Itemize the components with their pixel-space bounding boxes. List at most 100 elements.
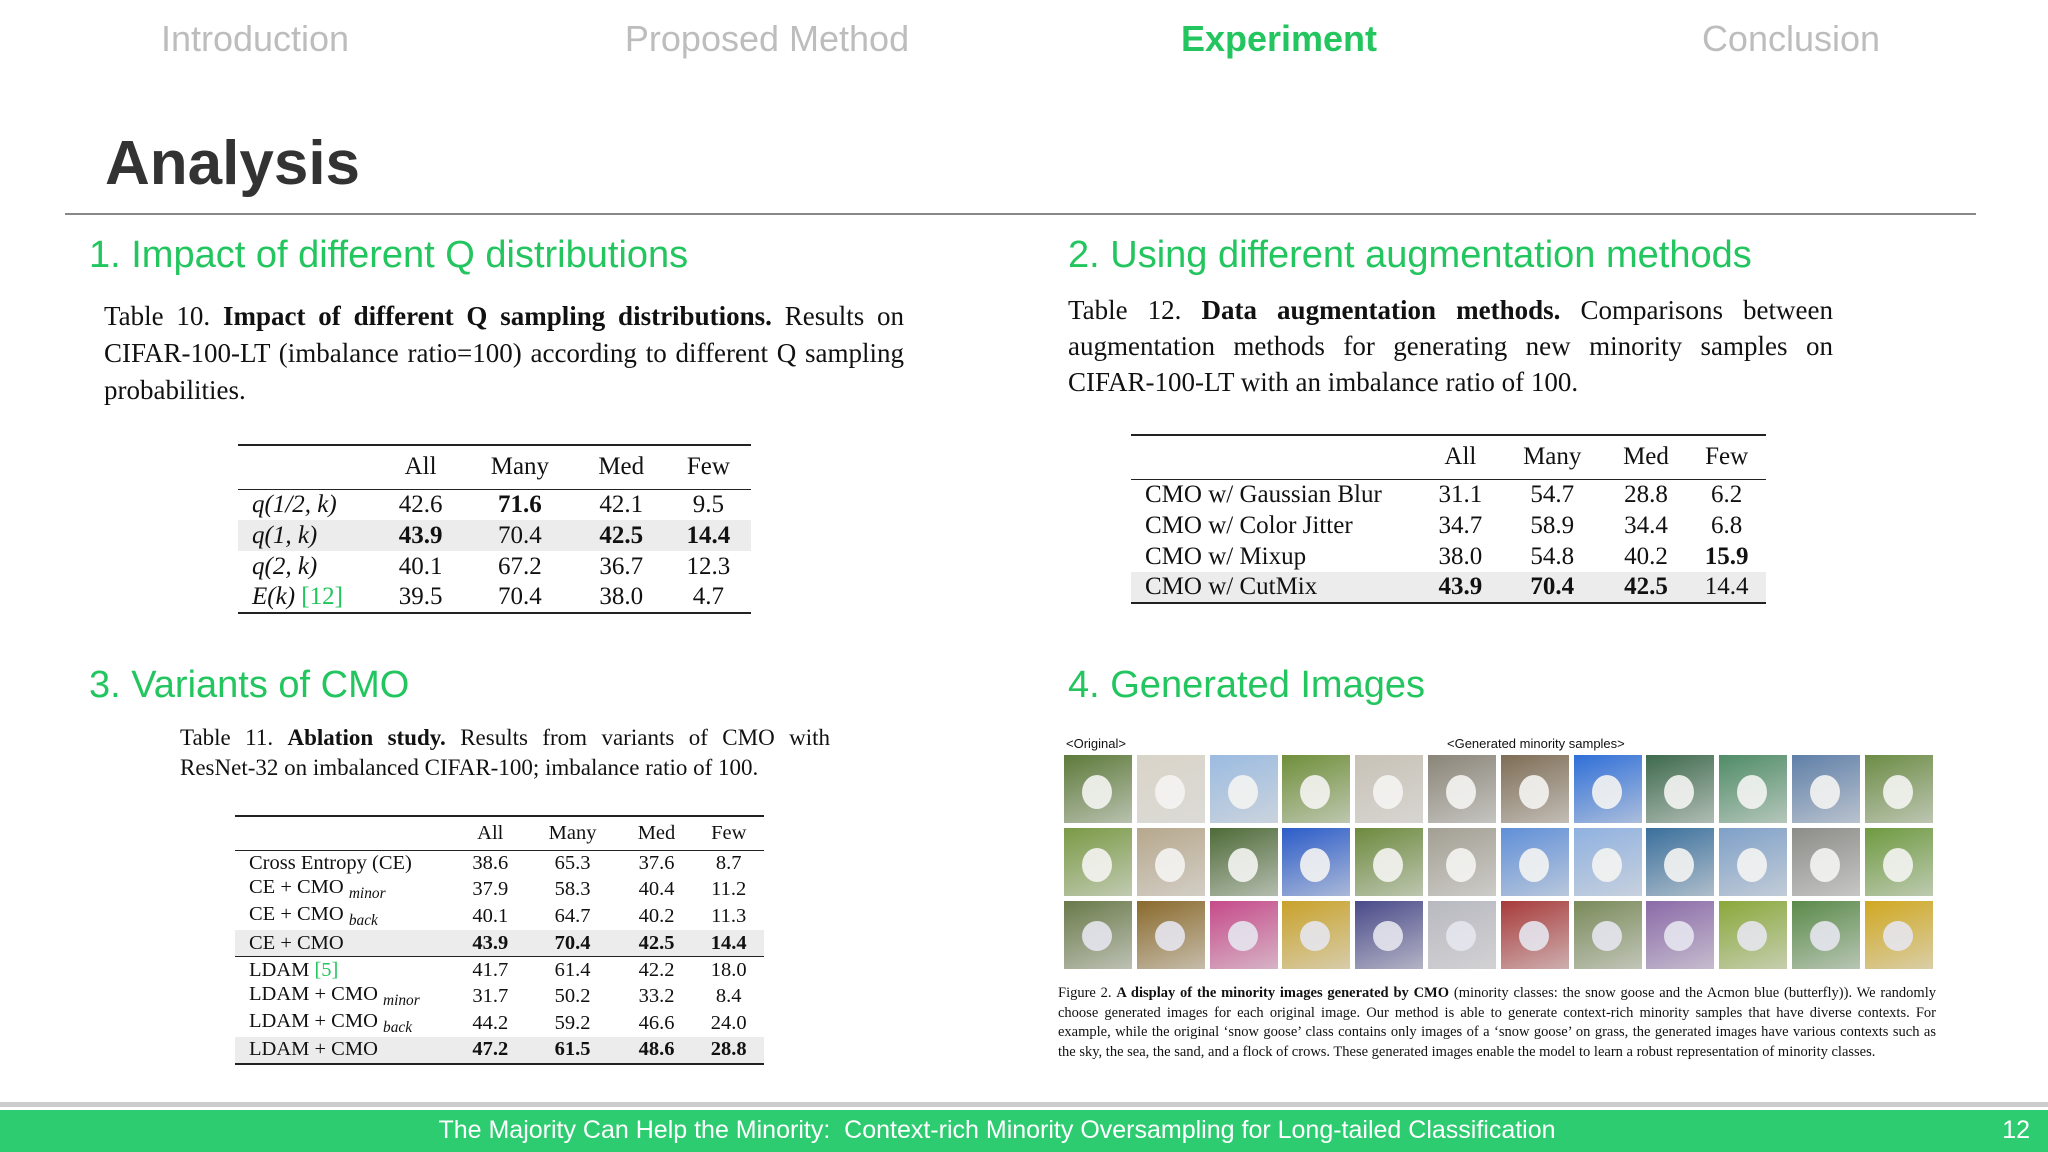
row-name: CE + CMO back [235, 903, 455, 930]
row-label: CE + CMO [249, 876, 344, 899]
image-subject [1373, 775, 1404, 809]
image-subject [1737, 848, 1768, 882]
table-cell: 6.8 [1710, 511, 1743, 539]
row-name: E(k) [12] [238, 582, 378, 613]
table-cell: 41.7 [472, 958, 509, 981]
table-cell: 14.4 [686, 521, 731, 549]
image [1209, 755, 1278, 823]
image-subject [1373, 921, 1404, 951]
table-cell: 71.6 [498, 490, 542, 518]
table-cell: 28.8 [1624, 480, 1668, 508]
table-cell: 31.7 [472, 985, 509, 1008]
table-cell: 47.2 [472, 1038, 509, 1061]
row-name: LDAM + CMO back [235, 1010, 455, 1037]
image [1573, 755, 1642, 823]
table-cell: 43.9 [398, 521, 443, 549]
image [1573, 901, 1642, 969]
image-subject [1082, 775, 1112, 809]
row-subscript: minor [383, 992, 420, 1010]
table-cell: 40.1 [472, 905, 509, 928]
row-subscript: back [348, 912, 378, 930]
image [1136, 901, 1205, 969]
image [1282, 828, 1351, 896]
image-subject [1082, 848, 1112, 882]
image-subject [1810, 848, 1840, 882]
table-cell: 11.2 [711, 878, 747, 901]
table-cell: 12.3 [686, 552, 731, 580]
table-row: LDAM + CMO back 44.2 59.2 46.6 24.0 [235, 1010, 764, 1037]
image-subject [1810, 921, 1840, 951]
header-cell: Few [711, 821, 747, 844]
image-subject [1591, 775, 1622, 809]
footer-bar: The Majority Can Help the Minority: Cont… [0, 1110, 2048, 1152]
caption-bold: Impact of different Q sampling distribut… [222, 301, 772, 331]
image-subject [1664, 775, 1695, 809]
row-label: CMO w/ Mixup [1145, 542, 1307, 570]
image [1209, 901, 1278, 969]
table-cell: 4.7 [692, 583, 725, 610]
header-cell: Many [1523, 443, 1582, 471]
image-subject [1737, 775, 1768, 809]
image [1428, 828, 1496, 896]
table: All Many Med Few CMO w/ Gaussian Blur 31.1 54.… [1131, 434, 1766, 604]
image [1500, 828, 1569, 896]
row-name: CE + CMO minor [235, 876, 455, 903]
image-subject [1882, 775, 1913, 809]
table-row: LDAM [5] 41.7 61.4 42.2 18.0 [235, 957, 764, 983]
image-subject [1300, 775, 1331, 809]
header-row: All Many Med Few [1131, 435, 1766, 479]
image-subject [1300, 848, 1331, 882]
header-row: All Many Med Few [238, 445, 751, 489]
header-cell [1131, 435, 1421, 479]
nav-item: Experiment [1180, 18, 1378, 59]
image [1428, 901, 1496, 969]
row-label: Cross Entropy (CE) [249, 851, 412, 874]
image [1719, 901, 1788, 969]
image [1573, 828, 1642, 896]
caption-text: (minority classes: the snow goose and th… [1058, 985, 1936, 1060]
table-row: LDAM + CMO minor 31.7 50.2 33.2 8.4 [235, 983, 764, 1010]
row-name: CMO w/ Color Jitter [1131, 510, 1421, 541]
row-subscript: back [383, 1019, 413, 1037]
image-subject [1446, 848, 1476, 882]
row-label: q(1, k) [252, 521, 318, 549]
table-cell: 42.1 [599, 490, 644, 518]
image [1792, 755, 1860, 823]
row-label: CE + CMO [249, 903, 344, 926]
row-ref: [5] [314, 958, 339, 981]
row-label: LDAM + CMO [249, 983, 378, 1006]
image [1355, 755, 1424, 823]
image-subject [1591, 921, 1622, 951]
table-cell: 54.7 [1530, 480, 1575, 508]
table-row: CE + CMO 43.9 70.4 42.5 14.4 [235, 930, 764, 957]
table-cell: 61.5 [554, 1038, 591, 1061]
table-row: Cross Entropy (CE) 38.6 65.3 37.6 8.7 [235, 850, 764, 876]
header-cell: Med [598, 453, 645, 481]
table-cell: 54.8 [1530, 542, 1575, 570]
table-cell: 38.0 [1438, 542, 1483, 570]
nav-item: Introduction [160, 18, 350, 59]
header-row: All Many Med Few [235, 816, 764, 850]
header-cell: Many [548, 821, 597, 844]
caption-text: Comparisons between augmentation methods… [1068, 295, 1833, 397]
table-cell: 14.4 [710, 931, 747, 954]
image-subject [1300, 921, 1331, 951]
table-cell: 40.2 [1624, 542, 1668, 570]
table-row: CE + CMO minor 37.9 58.3 40.4 11.2 [235, 876, 764, 903]
image-subject [1882, 848, 1913, 882]
image [1282, 901, 1351, 969]
image-subject [1664, 921, 1695, 951]
table-cell: 70.4 [498, 521, 542, 549]
nav-item: Conclusion [1701, 18, 1881, 59]
table-cell: 24.0 [710, 1012, 747, 1035]
table-cell: 50.2 [554, 985, 591, 1008]
row-name: q(1/2, k) [238, 489, 378, 520]
image-subject [1227, 775, 1258, 809]
table-row: LDAM + CMO 47.2 61.5 48.6 28.8 [235, 1037, 764, 1064]
image-subject [1518, 775, 1549, 809]
page-number: 12 [2002, 1116, 2030, 1144]
table-cell: 65.3 [554, 851, 591, 874]
table-row: CMO w/ Mixup 38.0 54.8 40.2 15.9 [1131, 541, 1766, 572]
table-cell: 39.5 [398, 583, 443, 610]
header-cell: All [1444, 443, 1477, 471]
